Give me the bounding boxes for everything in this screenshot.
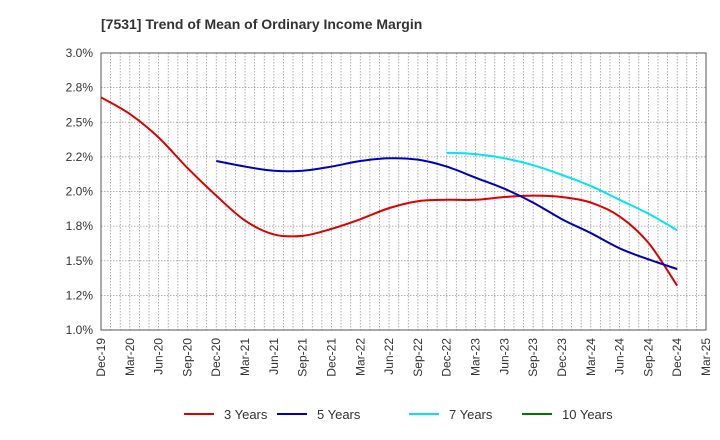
x-tick-label: Mar-21 — [238, 338, 252, 376]
y-tick-label: 1.0% — [66, 323, 94, 337]
x-tick-label: Sep-22 — [411, 338, 425, 377]
series-line-7-years — [446, 151, 678, 232]
y-tick-label: 2.2% — [66, 150, 94, 164]
x-tick-label: Dec-20 — [209, 338, 223, 377]
x-tick-label: Sep-21 — [296, 338, 310, 377]
legend-label-3-years: 3 Years — [224, 407, 268, 422]
x-tick-label: Dec-19 — [94, 338, 108, 377]
y-tick-label: 2.0% — [66, 185, 94, 199]
x-tick-label: Dec-22 — [440, 338, 454, 377]
x-tick-label: Mar-22 — [353, 338, 367, 376]
series-line-3-years — [100, 96, 679, 287]
y-tick-label: 2.8% — [66, 81, 94, 95]
x-tick-label: Jun-24 — [613, 338, 627, 375]
x-tick-label: Dec-21 — [324, 338, 338, 377]
y-tick-label: 1.8% — [66, 219, 94, 233]
x-tick-label: Sep-23 — [526, 338, 540, 377]
x-tick-label: Mar-24 — [584, 338, 598, 376]
y-tick-label: 1.5% — [66, 254, 94, 268]
y-tick-label: 1.2% — [66, 288, 94, 302]
x-tick-label: Dec-23 — [555, 338, 569, 377]
x-tick-label: Mar-20 — [123, 338, 137, 376]
x-tick-label: Jun-20 — [152, 338, 166, 375]
x-tick-label: Mar-23 — [469, 338, 483, 376]
x-tick-label: Sep-20 — [180, 338, 194, 377]
x-tick-label: Jun-22 — [382, 338, 396, 375]
y-tick-label: 3.0% — [66, 46, 94, 60]
chart-title: [7531] Trend of Mean of Ordinary Income … — [101, 16, 423, 32]
y-tick-label: 2.5% — [66, 115, 94, 129]
legend-label-7-years: 7 Years — [449, 407, 493, 422]
x-tick-label: Dec-24 — [670, 338, 684, 377]
x-tick-label: Jun-23 — [497, 338, 511, 375]
legend-label-10-years: 10 Years — [562, 407, 613, 422]
x-tick-label: Jun-21 — [267, 338, 281, 375]
x-tick-label: Mar-25 — [699, 338, 713, 376]
legend-label-5-years: 5 Years — [317, 407, 361, 422]
plot-border — [100, 52, 707, 331]
series-line-5-years — [216, 157, 678, 271]
x-tick-label: Sep-24 — [641, 338, 655, 377]
